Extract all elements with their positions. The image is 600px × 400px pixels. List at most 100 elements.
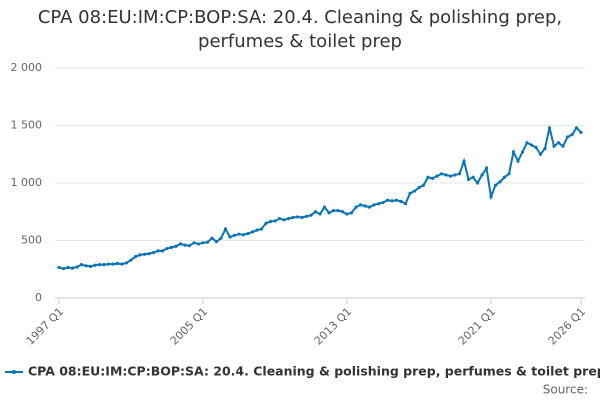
data-point — [102, 263, 106, 267]
data-point — [291, 215, 295, 220]
data-point — [345, 212, 349, 216]
data-point — [417, 186, 421, 190]
data-point — [349, 211, 354, 215]
data-point — [259, 227, 264, 231]
x-tick-label: 2021 Q1 — [456, 305, 499, 348]
data-point — [534, 145, 538, 149]
data-point — [516, 159, 520, 163]
data-point — [120, 262, 124, 266]
data-point — [196, 242, 201, 246]
data-point — [489, 195, 493, 199]
x-tick-label: 1997 Q1 — [24, 305, 67, 348]
data-point — [507, 172, 511, 176]
data-point — [201, 241, 205, 245]
data-point — [106, 262, 111, 266]
data-point — [444, 173, 448, 177]
data-point — [246, 232, 250, 236]
data-point — [210, 236, 214, 240]
data-point — [462, 159, 466, 163]
data-point — [70, 266, 75, 270]
data-point — [354, 205, 358, 209]
data-point — [471, 175, 475, 179]
data-point — [376, 202, 381, 206]
data-point — [421, 183, 426, 187]
x-tick-label: 2013 Q1 — [312, 305, 355, 348]
data-point — [547, 126, 552, 130]
data-point — [264, 221, 268, 225]
data-point — [237, 232, 241, 236]
data-point — [412, 189, 417, 193]
data-point — [336, 209, 340, 213]
data-point — [381, 200, 385, 205]
data-point — [205, 240, 210, 244]
data-point — [79, 263, 84, 267]
data-point — [498, 180, 502, 184]
data-point — [219, 236, 223, 240]
data-point — [115, 261, 120, 266]
data-point — [124, 261, 129, 265]
data-point — [160, 249, 165, 253]
data-point — [543, 146, 547, 151]
data-point — [138, 253, 142, 257]
data-point — [223, 227, 228, 231]
data-point — [511, 150, 516, 154]
data-point — [453, 173, 457, 177]
data-point — [435, 174, 439, 178]
data-point — [457, 172, 462, 176]
data-point — [313, 210, 318, 214]
data-point — [399, 199, 403, 203]
data-point — [340, 210, 345, 214]
data-point — [93, 263, 97, 267]
data-point — [502, 175, 507, 179]
y-tick-label: 500 — [21, 234, 42, 247]
data-point — [255, 228, 259, 232]
y-tick-label: 1 500 — [11, 119, 43, 132]
data-point — [448, 174, 453, 178]
data-point — [520, 150, 525, 154]
legend-marker-dot — [12, 370, 16, 374]
data-point — [525, 141, 529, 145]
x-tick-label: 2005 Q1 — [168, 305, 211, 348]
data-point — [169, 245, 174, 249]
data-point — [570, 133, 574, 137]
data-point — [228, 235, 232, 239]
data-point — [552, 144, 556, 148]
data-point — [372, 203, 376, 207]
data-point — [183, 243, 187, 247]
data-point — [147, 252, 151, 256]
data-point — [295, 215, 300, 219]
data-point — [178, 242, 183, 246]
data-point — [111, 262, 115, 266]
data-point — [57, 265, 61, 270]
data-point — [363, 204, 367, 208]
data-point — [466, 177, 471, 182]
data-point — [151, 250, 156, 255]
y-tick-label: 2 000 — [11, 61, 43, 74]
data-point — [367, 205, 372, 209]
data-point — [565, 135, 570, 139]
data-point — [309, 213, 313, 217]
data-point — [408, 191, 412, 195]
data-point — [133, 255, 138, 259]
data-point — [318, 212, 322, 216]
data-point — [300, 215, 304, 220]
data-point — [358, 203, 363, 207]
data-point — [241, 233, 246, 237]
data-point — [394, 198, 399, 202]
data-point — [538, 152, 543, 156]
data-point — [282, 218, 286, 222]
y-tick-label: 1 000 — [11, 176, 43, 189]
data-point — [556, 141, 561, 145]
data-point — [475, 181, 480, 185]
data-point — [97, 263, 102, 267]
x-tick-label: 2026 Q1 — [546, 305, 589, 348]
data-point — [214, 240, 219, 244]
data-point — [129, 258, 133, 262]
data-point — [322, 205, 327, 209]
data-point — [75, 265, 79, 269]
data-point — [61, 267, 66, 271]
data-point — [174, 244, 178, 248]
data-point — [192, 241, 196, 245]
series-line — [58, 126, 582, 270]
